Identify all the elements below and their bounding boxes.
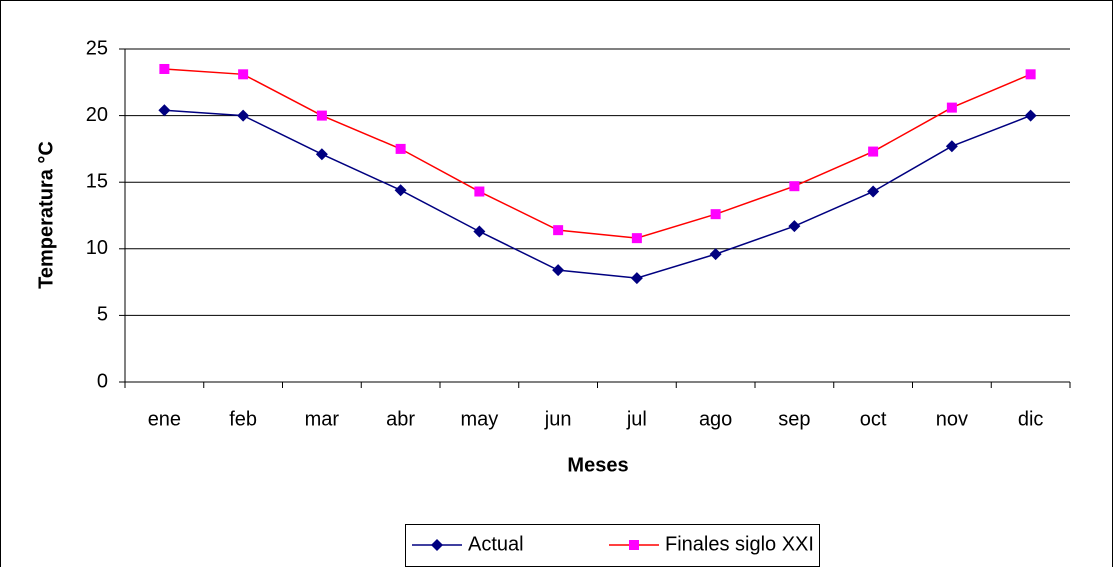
data-point: [553, 225, 564, 236]
series-line: [164, 109, 1031, 279]
data-point: [789, 181, 800, 192]
y-axis-title: Temperatura °C: [35, 141, 57, 289]
y-tick-label: 10: [86, 237, 108, 259]
x-tick-label: jul: [626, 408, 647, 430]
data-point: [237, 109, 250, 122]
data-point: [1025, 69, 1036, 80]
data-point: [630, 272, 643, 285]
x-tick-label: dic: [1018, 408, 1044, 430]
x-tick-label: oct: [860, 408, 887, 430]
data-point: [631, 233, 642, 244]
data-point: [158, 104, 171, 117]
x-axis-title: Meses: [567, 454, 628, 476]
data-point: [238, 69, 249, 80]
y-tick-label: 5: [97, 304, 108, 326]
data-point: [710, 209, 721, 220]
data-point: [159, 63, 170, 74]
data-point: [394, 184, 407, 197]
data-point: [709, 248, 722, 261]
legend-label: Actual: [468, 533, 524, 555]
x-tick-label: feb: [229, 408, 257, 430]
data-point: [788, 220, 801, 233]
legend-label: Finales siglo XXI: [665, 533, 814, 555]
data-point: [1024, 109, 1037, 122]
data-point: [473, 225, 486, 238]
data-point: [867, 185, 880, 198]
y-tick-label: 15: [86, 170, 108, 192]
data-point: [315, 148, 328, 161]
data-point: [868, 146, 879, 157]
data-point: [316, 110, 327, 121]
x-tick-label: jun: [544, 408, 572, 430]
y-tick-label: 0: [97, 370, 108, 392]
legend-marker: [431, 539, 443, 551]
data-point: [552, 264, 565, 277]
x-tick-label: may: [460, 408, 498, 430]
x-tick-label: mar: [305, 408, 340, 430]
data-point: [946, 102, 957, 113]
y-tick-label: 25: [86, 37, 108, 59]
x-tick-label: ago: [699, 408, 732, 430]
y-tick-label: 20: [86, 104, 108, 126]
x-tick-label: ene: [148, 408, 181, 430]
x-tick-label: abr: [386, 408, 415, 430]
data-point: [395, 143, 406, 154]
data-point: [474, 186, 485, 197]
data-point: [945, 140, 958, 153]
series-line: [164, 68, 1031, 239]
x-tick-label: nov: [936, 408, 968, 430]
x-tick-label: sep: [778, 408, 810, 430]
legend-marker: [629, 540, 639, 550]
